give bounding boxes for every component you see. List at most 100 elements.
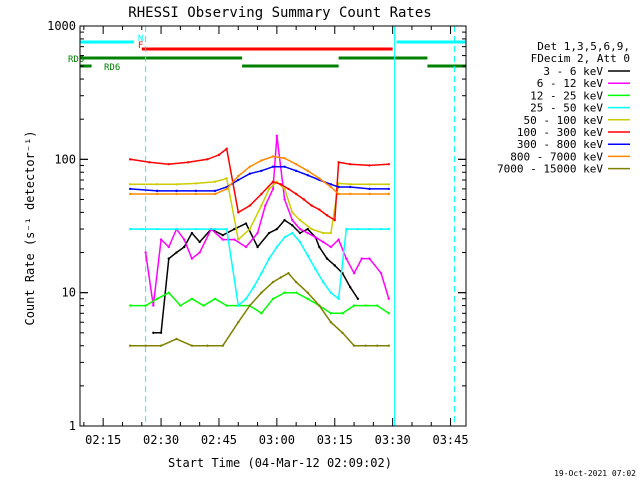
data-point	[267, 187, 271, 191]
data-point	[128, 183, 132, 186]
data-point	[283, 156, 286, 160]
data-point	[387, 183, 390, 186]
data-point	[237, 211, 240, 214]
data-point	[329, 183, 333, 186]
data-point	[202, 304, 205, 307]
data-point	[283, 218, 286, 222]
data-point	[294, 291, 298, 294]
data-point	[190, 297, 194, 300]
legend: Det 1,3,5,6,9,FDecim 2, Att 03 - 6 keV6 …	[497, 40, 630, 176]
data-point	[294, 192, 298, 196]
data-point	[213, 192, 217, 196]
data-point	[148, 161, 151, 164]
data-point	[260, 159, 263, 162]
data-point	[360, 257, 363, 260]
chart-title: RHESSI Observing Summary Count Rates	[128, 5, 431, 21]
data-point	[221, 344, 225, 347]
data-point	[267, 257, 271, 260]
data-point	[379, 227, 383, 231]
x-axis-label: Start Time (04-Mar-12 02:09:02)	[168, 456, 392, 470]
data-point	[302, 198, 306, 201]
data-point	[321, 240, 325, 244]
data-point	[213, 297, 217, 300]
timestamp: 19-Oct-2021 07:02	[554, 469, 636, 478]
data-point	[156, 183, 159, 186]
data-point	[329, 245, 333, 249]
data-point	[167, 291, 170, 294]
data-point	[128, 187, 132, 191]
x-tick-label: 03:15	[317, 433, 353, 447]
data-point	[318, 304, 321, 307]
data-point	[248, 227, 252, 231]
data-point	[352, 271, 356, 275]
data-point	[225, 147, 228, 150]
series-line	[130, 272, 389, 347]
data-point	[128, 158, 132, 161]
data-point	[283, 291, 286, 294]
data-point	[318, 245, 321, 249]
y-axis: 1 10 100 1000	[47, 19, 466, 433]
data-point	[349, 192, 352, 196]
data-point	[267, 231, 271, 235]
data-point	[341, 331, 344, 335]
data-point	[167, 162, 170, 166]
data-point	[144, 344, 147, 347]
data-point	[298, 218, 302, 222]
data-point	[275, 134, 279, 138]
data-point	[387, 227, 390, 231]
legend-entry-label: 50 - 100 keV	[524, 114, 604, 127]
data-point	[264, 204, 267, 207]
data-point	[306, 227, 309, 231]
data-point	[387, 312, 390, 315]
data-point	[179, 304, 182, 307]
data-point	[349, 162, 352, 166]
data-point	[349, 185, 352, 189]
data-point	[260, 312, 263, 315]
data-point	[271, 297, 275, 300]
data-point	[298, 240, 302, 244]
data-point	[376, 304, 379, 307]
data-point	[225, 177, 228, 180]
x-tick-label: 03:30	[375, 433, 411, 447]
data-point	[175, 183, 178, 186]
legend-entry-label: 100 - 300 keV	[517, 126, 603, 139]
data-point	[306, 254, 309, 257]
data-point	[144, 251, 147, 254]
data-point	[248, 165, 252, 168]
data-point	[364, 304, 367, 307]
data-point	[233, 227, 236, 231]
data-point	[198, 240, 201, 244]
data-point	[271, 187, 275, 191]
state-bar-label: N	[138, 34, 143, 44]
data-point	[140, 227, 143, 231]
data-point	[275, 227, 279, 231]
data-point	[144, 304, 147, 307]
data-point	[217, 153, 221, 157]
series-group	[128, 134, 390, 347]
data-point	[252, 285, 255, 289]
legend-entry-label: 3 - 6 keV	[543, 65, 603, 78]
data-point	[283, 165, 286, 168]
data-point	[310, 227, 313, 231]
state-bars: NF RD0 RD6	[68, 34, 466, 73]
data-point	[356, 227, 360, 231]
plot-frame	[79, 25, 467, 427]
data-point	[183, 238, 186, 241]
data-point	[364, 344, 367, 347]
data-point	[128, 304, 132, 307]
data-point	[221, 233, 225, 237]
data-point	[337, 238, 340, 241]
data-point	[337, 192, 340, 196]
state-bar-label: F	[138, 41, 143, 51]
data-point	[283, 236, 286, 239]
legend-header: Det 1,3,5,6,9,	[537, 40, 630, 53]
data-point	[237, 238, 240, 241]
data-point	[237, 304, 240, 307]
data-point	[156, 189, 159, 193]
x-tick-label: 02:45	[201, 433, 237, 447]
data-point	[248, 172, 252, 175]
data-point	[368, 227, 371, 231]
data-point	[244, 245, 248, 249]
legend-entry-label: 300 - 800 keV	[517, 138, 603, 151]
